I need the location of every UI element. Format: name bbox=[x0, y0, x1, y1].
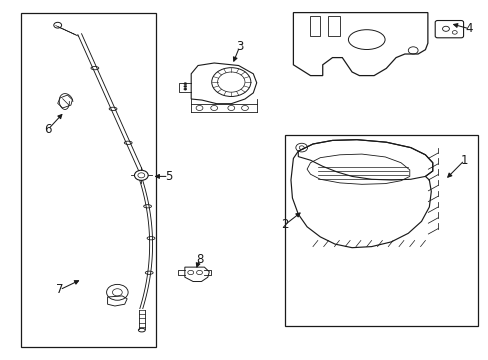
Circle shape bbox=[183, 85, 186, 87]
Circle shape bbox=[183, 88, 186, 90]
Text: 6: 6 bbox=[44, 123, 52, 136]
Text: 8: 8 bbox=[195, 253, 203, 266]
Text: 7: 7 bbox=[56, 283, 63, 296]
Circle shape bbox=[183, 83, 186, 85]
Text: 4: 4 bbox=[465, 22, 472, 35]
Text: 5: 5 bbox=[164, 170, 172, 183]
Text: 3: 3 bbox=[235, 40, 243, 53]
Text: 1: 1 bbox=[460, 154, 468, 167]
Text: 2: 2 bbox=[280, 219, 288, 231]
